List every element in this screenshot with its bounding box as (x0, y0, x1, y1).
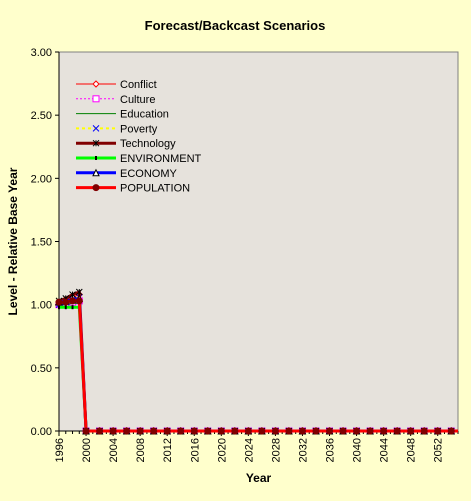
legend-marker (92, 95, 100, 103)
legend-marker-b (92, 125, 100, 132)
data-point (177, 427, 185, 435)
data-point (96, 427, 104, 435)
x-tick-label: 1996 (54, 438, 66, 462)
x-tick-label: 2040 (352, 438, 364, 462)
data-point (217, 427, 225, 435)
data-point (163, 427, 171, 435)
legend-item-environment: ENVIRONMENT (76, 153, 202, 165)
legend-label: POPULATION (120, 183, 190, 195)
legend-item-education: Education (76, 109, 169, 121)
x-tick-label: 2020 (216, 438, 228, 462)
data-point (353, 427, 361, 435)
data-point (109, 427, 117, 435)
legend-marker (92, 184, 100, 192)
y-axis-label: Level - Relative Base Year (6, 167, 20, 315)
y-tick-label: 1.00 (31, 300, 52, 312)
data-point (393, 427, 401, 435)
legend-marker (92, 80, 100, 88)
x-tick-label: 2048 (406, 438, 418, 462)
legend-item-economy: ECONOMY (76, 168, 178, 180)
series-population (55, 297, 458, 435)
data-point (434, 427, 442, 435)
legend-marker (95, 156, 97, 160)
plot-area (58, 51, 459, 432)
data-point (71, 305, 74, 310)
data-point (244, 427, 252, 435)
data-point (150, 427, 158, 435)
legend-label: Culture (120, 94, 155, 106)
legend-label: Education (120, 109, 169, 121)
y-tick-label: 0.00 (31, 426, 52, 438)
x-tick-label: 2024 (243, 438, 255, 462)
legend-marker (92, 168, 100, 177)
y-tick-label: 2.00 (31, 173, 52, 185)
x-tick-label: 2016 (189, 438, 201, 462)
data-point (204, 427, 212, 435)
data-point (75, 297, 83, 305)
legend-label: ECONOMY (120, 168, 178, 180)
data-point (55, 298, 63, 306)
legend-item-population: POPULATION (76, 183, 190, 195)
data-point (407, 427, 415, 435)
data-point (258, 427, 266, 435)
x-tick-label: 2000 (81, 438, 93, 462)
data-point (339, 427, 347, 435)
data-point (69, 297, 77, 305)
data-point (366, 427, 374, 435)
legend-label: Technology (120, 138, 176, 150)
y-tick-label: 2.50 (31, 110, 52, 122)
data-point (285, 427, 293, 435)
data-point (312, 427, 320, 435)
legend-label: ENVIRONMENT (120, 153, 202, 165)
x-axis-label: Year (246, 471, 272, 485)
legend-item-culture: Culture (76, 94, 155, 106)
data-point (75, 288, 83, 296)
data-point (82, 427, 90, 435)
data-point (298, 427, 306, 435)
legend-label: Poverty (120, 123, 158, 135)
x-tick-label: 2044 (379, 438, 391, 462)
data-point (58, 305, 60, 310)
data-point (271, 427, 279, 435)
data-point (62, 298, 70, 306)
x-tick-label: 2036 (325, 438, 337, 462)
legend-marker (92, 125, 100, 132)
y-tick-label: 3.00 (31, 47, 52, 59)
legend-item-technology: Technology (76, 138, 176, 150)
legend-item-poverty: Poverty (76, 123, 158, 135)
data-point (64, 305, 67, 310)
x-tick-label: 2012 (162, 438, 174, 462)
legend-label: Conflict (120, 79, 157, 91)
data-point (123, 427, 131, 435)
data-point (447, 427, 455, 435)
data-point (190, 427, 198, 435)
chart-title: Forecast/Backcast Scenarios (145, 18, 326, 33)
data-point (231, 427, 239, 435)
data-point (136, 427, 144, 435)
x-tick-label: 2008 (135, 438, 147, 462)
x-tick-label: 2028 (270, 438, 282, 462)
y-tick-label: 0.50 (31, 363, 52, 375)
series-layer (55, 288, 458, 435)
y-tick-label: 1.50 (31, 237, 52, 249)
data-point (326, 427, 334, 435)
x-tick-label: 2004 (108, 438, 120, 462)
x-tick-label: 2032 (297, 438, 309, 462)
legend-marker (92, 139, 100, 147)
data-point (420, 427, 428, 435)
legend: Conflict Culture Education Poverty Technolog… (76, 79, 202, 195)
data-point (380, 427, 388, 435)
x-tick-label: 2052 (433, 438, 445, 462)
legend-item-conflict: Conflict (76, 79, 157, 91)
